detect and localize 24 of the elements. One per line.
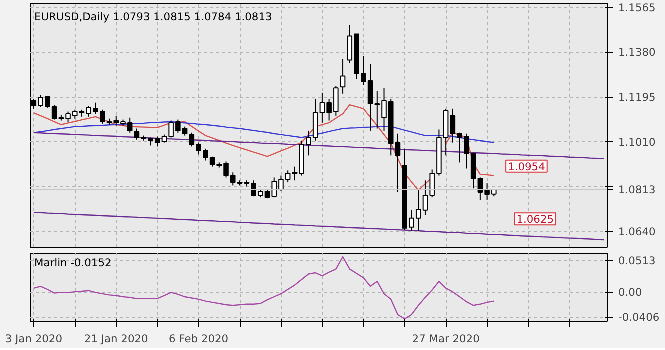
line-series	[33, 256, 495, 320]
y-tick-label: 1.1010	[618, 136, 656, 149]
y-tick-label: 1.1565	[618, 1, 656, 14]
ref-line-label: 1.0813	[618, 184, 656, 197]
candlestick	[340, 58, 346, 94]
text: EURUSD,Daily 1.0793 1.0815 1.0784 1.0813	[34, 10, 272, 24]
x-tick-label: 27 Mar 2020	[412, 332, 480, 346]
candlestick	[422, 180, 428, 216]
x-tick-label: 21 Jan 2020	[84, 332, 149, 346]
chart-title: Marlin -0.0152	[34, 256, 112, 270]
y-tick-label: 1.1380	[618, 46, 656, 60]
annotation: 1.0625	[516, 213, 554, 226]
x-tick-label: 3 Jan 2020	[5, 332, 63, 346]
line-series	[33, 212, 605, 241]
y-tick-label: -0.0406	[618, 311, 660, 324]
x-tick-label: 6 Feb 2020	[169, 332, 229, 346]
candlestick	[416, 190, 422, 232]
y-tick-label: 1.1195	[618, 91, 656, 104]
y-tick-label: 0.00	[618, 286, 642, 300]
annotation: 1.0954	[508, 160, 546, 174]
candlestick	[450, 108, 456, 144]
y-tick-label: 1.0640	[618, 226, 656, 239]
line-series	[33, 132, 605, 160]
y-tick-label: 0.0513	[618, 254, 656, 268]
